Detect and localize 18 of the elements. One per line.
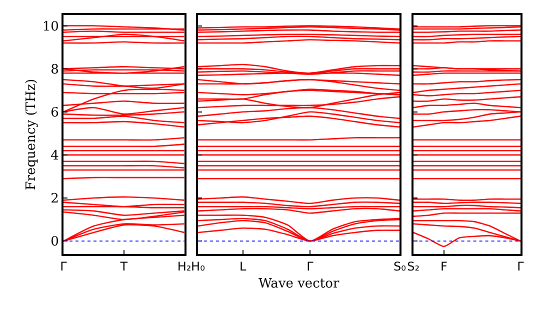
x-tick-label: F xyxy=(440,259,448,274)
x-tick-label: S₀ xyxy=(393,259,406,274)
y-tick-label: 0 xyxy=(50,234,59,250)
x-tick-label: Γ xyxy=(306,259,314,274)
y-tick-label: 8 xyxy=(50,62,59,78)
x-tick-label: Γ xyxy=(517,259,524,274)
x-tick-label: H₂ xyxy=(177,259,192,274)
y-axis-title: Frequency (THz) xyxy=(24,78,39,190)
x-tick-label: T xyxy=(119,259,128,274)
x-tick-label: Γ xyxy=(60,259,68,274)
y-tick-label: 10 xyxy=(42,19,59,34)
x-tick-label: S₂ xyxy=(407,259,420,274)
y-tick-label: 2 xyxy=(50,192,59,207)
y-tick-label: 4 xyxy=(50,148,59,164)
x-axis-title: Wave vector xyxy=(258,276,340,292)
y-tick-label: 6 xyxy=(50,105,59,120)
x-tick-label: H₀ xyxy=(191,259,206,274)
x-tick-label: L xyxy=(239,259,246,274)
